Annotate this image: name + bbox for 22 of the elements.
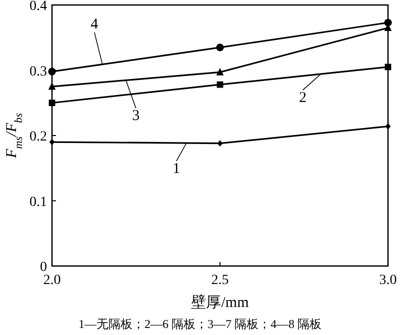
x-tick-label: 2.0 xyxy=(43,273,61,288)
point xyxy=(216,81,224,88)
point xyxy=(385,123,391,130)
x-axis-title: 壁厚/mm xyxy=(191,294,250,311)
legend-label: 1 xyxy=(172,161,180,178)
text: 4 xyxy=(90,16,99,32)
legend-label: 3 xyxy=(132,108,140,124)
point xyxy=(384,18,392,26)
y-tick-label: 0.1 xyxy=(30,194,47,210)
y-tick-label: 0.3 xyxy=(30,64,47,80)
x-tick-label: 2.5 xyxy=(211,273,229,288)
point xyxy=(48,100,56,106)
y-tick-label: 0.4 xyxy=(30,0,47,14)
point xyxy=(49,138,55,146)
y-tick-label: 0 xyxy=(40,260,47,275)
text: 1—无隔板；2—6 隔板；3—7 隔板；4—8 隔板 xyxy=(78,317,322,331)
point xyxy=(216,44,224,52)
legend-label: 2 xyxy=(299,90,307,106)
point xyxy=(217,140,223,147)
y-tick-label: 0.2 xyxy=(30,130,47,144)
point xyxy=(216,68,224,76)
x-tick-label: 3.0 xyxy=(379,273,397,288)
